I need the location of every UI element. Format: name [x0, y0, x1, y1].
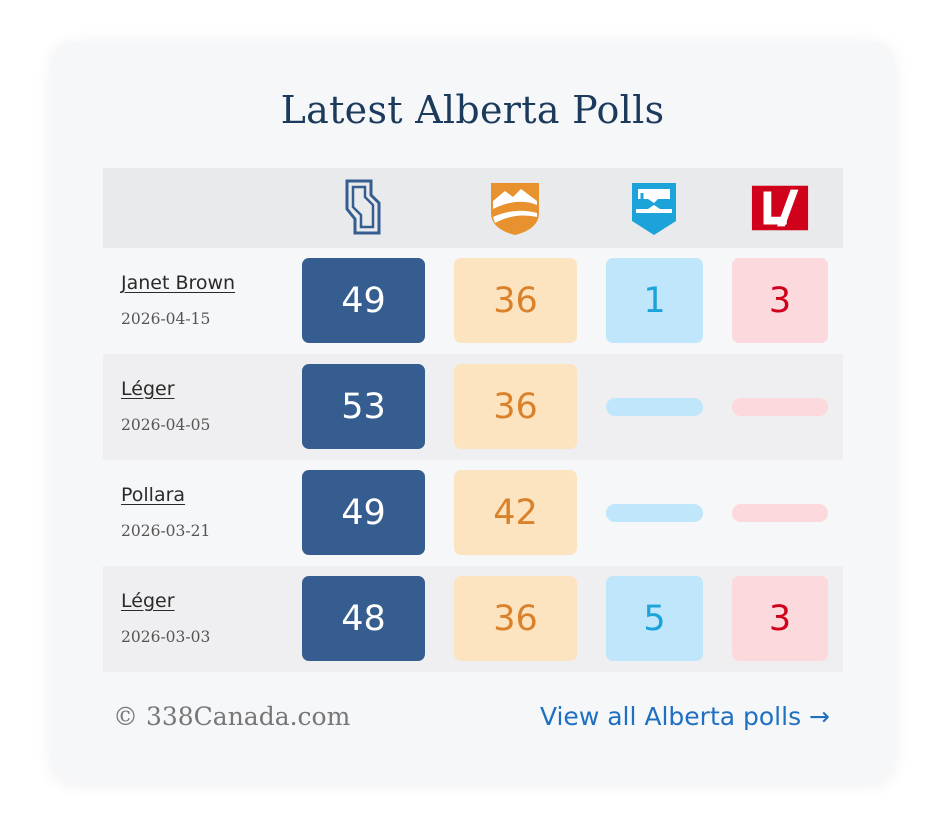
party-1-value: 49: [302, 470, 425, 555]
party-2-value: 36: [454, 258, 577, 343]
party-1-value: 49: [302, 258, 425, 343]
party-2-value: 36: [454, 576, 577, 661]
view-all-polls-link[interactable]: View all Alberta polls →: [539, 702, 830, 731]
party-4-no-value: [732, 398, 828, 416]
pollster-link[interactable]: Pollara: [121, 484, 186, 506]
alberta-outline-icon: [333, 178, 393, 238]
pollster-link[interactable]: Janet Brown: [121, 272, 236, 294]
pollster-link[interactable]: Léger: [121, 590, 175, 612]
party-1-value: 53: [302, 364, 425, 449]
pollster-link[interactable]: Léger: [121, 378, 175, 400]
copyright-text: © 338Canada.com: [113, 702, 351, 731]
red-logo-icon: [750, 178, 810, 238]
poll-row-3: Pollara 2026-03-21 49 42: [103, 460, 843, 566]
mountain-shield-icon: [485, 178, 545, 238]
party-4-no-value: [732, 504, 828, 522]
poll-row-4: Léger 2026-03-03 48 36 5 3: [103, 566, 843, 672]
party-1-value: 48: [302, 576, 425, 661]
poll-date: 2026-03-21: [121, 522, 211, 540]
party-4-value: 3: [732, 576, 828, 661]
party-3-value: 1: [606, 258, 703, 343]
poll-row-2: Léger 2026-04-05 53 36: [103, 354, 843, 460]
party-3-value: 5: [606, 576, 703, 661]
poll-date: 2026-04-05: [121, 416, 211, 434]
card-title: Latest Alberta Polls: [280, 88, 665, 132]
poll-date: 2026-04-15: [121, 310, 211, 328]
polls-table: Janet Brown 2026-04-15 49 36 1 3 Léger 2…: [103, 168, 843, 672]
party-4-value: 3: [732, 258, 828, 343]
party-2-value: 36: [454, 364, 577, 449]
blue-shield-icon: [624, 178, 684, 238]
party-2-value: 42: [454, 470, 577, 555]
party-3-no-value: [606, 398, 703, 416]
poll-row-1: Janet Brown 2026-04-15 49 36 1 3: [103, 248, 843, 354]
party-3-no-value: [606, 504, 703, 522]
poll-date: 2026-03-03: [121, 628, 211, 646]
party-header-row: [103, 168, 843, 248]
